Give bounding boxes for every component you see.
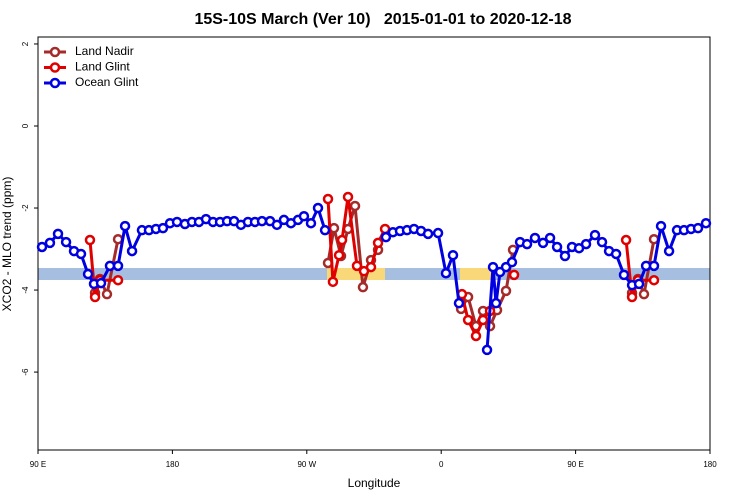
data-point [692, 222, 704, 234]
data-point [477, 314, 489, 326]
x-tick-label: 180 [703, 460, 717, 469]
data-point [618, 269, 630, 281]
data-point [271, 219, 283, 231]
data-point [638, 288, 650, 300]
data-point [52, 228, 64, 240]
data-point [256, 215, 268, 227]
data-point [319, 224, 331, 236]
x-tick-label: 0 [439, 460, 444, 469]
data-point [126, 245, 138, 257]
data-point [112, 260, 124, 272]
data-point [663, 245, 675, 257]
data-point [580, 238, 592, 250]
data-point [500, 285, 512, 297]
x-tick-label: 90 W [297, 460, 316, 469]
data-point [648, 274, 660, 286]
data-point [596, 236, 608, 248]
data-point [432, 227, 444, 239]
data-point [551, 241, 563, 253]
data-point [327, 276, 339, 288]
data-point [626, 291, 638, 303]
data-point [620, 234, 632, 246]
data-point [633, 278, 645, 290]
data-point [333, 249, 345, 261]
y-tick-label: -6 [21, 368, 30, 376]
data-point [305, 217, 317, 229]
data-point [89, 291, 101, 303]
data-point [537, 237, 549, 249]
data-point [700, 217, 712, 229]
y-tick-label: 2 [21, 41, 30, 46]
data-point [648, 260, 660, 272]
data-point [336, 234, 348, 246]
data-point [36, 241, 48, 253]
y-tick-label: -2 [21, 204, 30, 212]
data-point [610, 248, 622, 260]
data-point [44, 237, 56, 249]
legend-marker [49, 62, 61, 73]
y-axis-label: XCO2 - MLO trend (ppm) [0, 177, 14, 312]
data-point [470, 330, 482, 342]
x-tick-label: 180 [166, 460, 180, 469]
data-point [312, 202, 324, 214]
x-tick-label: 90 E [30, 460, 46, 469]
data-point [112, 274, 124, 286]
data-point [357, 281, 369, 293]
data-point [365, 261, 377, 273]
data-point [589, 229, 601, 241]
x-axis-label: Longitude [348, 476, 401, 490]
legend-label: Land Nadir [75, 44, 134, 58]
data-point [119, 220, 131, 232]
legend-label: Land Glint [75, 60, 130, 74]
data-point [82, 268, 94, 280]
data-point [351, 260, 363, 272]
data-point [508, 269, 520, 281]
data-point [349, 200, 361, 212]
data-point [157, 222, 169, 234]
data-point [462, 314, 474, 326]
data-point [655, 220, 667, 232]
data-point [104, 260, 116, 272]
land-band [460, 268, 492, 280]
data-point [490, 297, 502, 309]
data-point [440, 267, 452, 279]
data-point [521, 238, 533, 250]
data-point [60, 236, 72, 248]
data-point [372, 237, 384, 249]
y-tick-label: 0 [21, 123, 30, 128]
legend-marker [49, 46, 61, 58]
data-point [380, 231, 392, 243]
data-point [95, 277, 107, 289]
data-point [453, 297, 465, 309]
data-point [544, 232, 556, 244]
data-point [342, 191, 354, 203]
data-point [529, 232, 541, 244]
series-line [88, 196, 654, 340]
legend-label: Ocean Glint [75, 75, 139, 89]
y-tick-label: -4 [21, 286, 30, 294]
data-point [422, 228, 434, 240]
data-point [298, 210, 310, 222]
data-point [506, 256, 518, 268]
data-point [487, 261, 499, 273]
chart-title: 15S-10S March (Ver 10) 2015-01-01 to 202… [194, 11, 571, 28]
data-point [101, 288, 113, 300]
data-point [75, 248, 87, 260]
plot-frame [37, 36, 711, 451]
data-point [481, 344, 493, 356]
legend-marker [49, 77, 61, 89]
data-point [84, 234, 96, 246]
x-tick-label: 90 E [567, 460, 583, 469]
data-point [322, 193, 334, 205]
data-point [559, 250, 571, 262]
data-point [447, 249, 459, 261]
